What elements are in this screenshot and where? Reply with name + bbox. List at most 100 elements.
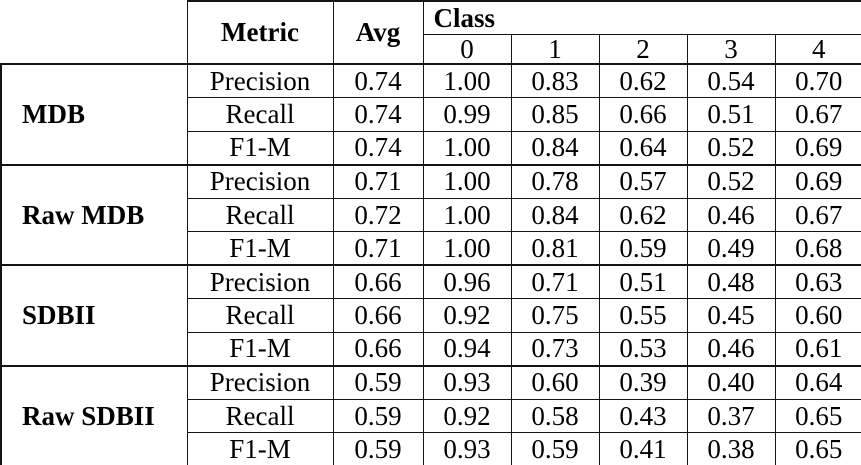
metric-label-cell: F1-M [186, 432, 334, 465]
avg-value-cell: 0.74 [332, 130, 424, 166]
avg-value-cell: 0.71 [332, 231, 424, 266]
class-4-value-cell: 0.65 [774, 432, 861, 465]
class-0-value-cell: 0.93 [422, 432, 512, 465]
class-3-value-cell: 0.46 [686, 331, 776, 367]
class-3-value-cell: 0.46 [686, 197, 776, 232]
class-1-value-cell: 0.73 [510, 331, 600, 367]
metric-label-cell: Precision [186, 164, 334, 199]
group-name-cell: Raw SDBII [0, 365, 188, 465]
class-0-value-cell: 0.96 [422, 264, 512, 299]
class-label-2: 2 [598, 33, 688, 65]
metric-row: F1-M 0.71 1.00 0.81 0.59 0.49 0.68 [1, 231, 861, 266]
metric-column-header: Metric [186, 0, 334, 65]
class-2-value-cell: 0.62 [598, 197, 688, 232]
class-0-value-cell: 1.00 [422, 164, 512, 199]
metric-row: MDB Precision 0.74 1.00 0.83 0.62 0.54 0.70 [0, 63, 861, 166]
class-1-value-cell: 0.59 [510, 432, 600, 465]
avg-value-cell: 0.74 [332, 63, 424, 98]
class-1-value-cell: 0.60 [510, 365, 600, 400]
metric-label-cell: Recall [186, 197, 334, 232]
class-1-value-cell: 0.83 [510, 63, 600, 98]
metric-row: F1-M 0.66 0.94 0.73 0.53 0.46 0.61 [1, 331, 861, 367]
avg-value-cell: 0.71 [332, 164, 424, 199]
metric-row: F1-M 0.59 0.93 0.59 0.41 0.38 0.65 [1, 432, 861, 465]
class-0-value-cell: 1.00 [422, 63, 512, 98]
class-0-value-cell: 0.93 [422, 365, 512, 400]
class-4-value-cell: 0.60 [774, 298, 861, 333]
group-3: Raw SDBII Precision 0.59 0.93 0.60 0.39 0.40 0.… [0, 365, 861, 465]
class-0-value-cell: 0.92 [422, 298, 512, 333]
class-1-value-cell: 0.81 [510, 231, 600, 266]
class-2-value-cell: 0.55 [598, 298, 688, 333]
class-3-value-cell: 0.45 [686, 298, 776, 333]
class-3-value-cell: 0.52 [686, 130, 776, 166]
avg-value-cell: 0.72 [332, 197, 424, 232]
class-2-value-cell: 0.41 [598, 432, 688, 465]
header-row-top: Metric Avg Class [1, 0, 861, 65]
metric-label-cell: F1-M [186, 130, 334, 166]
class-4-value-cell: 0.67 [774, 197, 861, 232]
class-2-value-cell: 0.51 [598, 264, 688, 299]
group-name-cell: MDB [0, 63, 188, 166]
class-1-value-cell: 0.85 [510, 97, 600, 132]
class-4-value-cell: 0.69 [774, 130, 861, 166]
class-2-value-cell: 0.64 [598, 130, 688, 166]
class-0-value-cell: 0.94 [422, 331, 512, 367]
class-0-value-cell: 1.00 [422, 130, 512, 166]
class-2-value-cell: 0.57 [598, 164, 688, 199]
avg-value-cell: 0.59 [332, 432, 424, 465]
corner-cell [1, 1, 188, 65]
class-3-value-cell: 0.51 [686, 97, 776, 132]
class-2-value-cell: 0.53 [598, 331, 688, 367]
metric-label-cell: Recall [186, 298, 334, 333]
metric-label-cell: F1-M [186, 331, 334, 367]
class-1-value-cell: 0.71 [510, 264, 600, 299]
metric-row: Recall 0.59 0.92 0.58 0.43 0.37 0.65 [1, 398, 861, 433]
class-1-value-cell: 0.58 [510, 398, 600, 433]
class-2-value-cell: 0.66 [598, 97, 688, 132]
metric-row: Raw SDBII Precision 0.59 0.93 0.60 0.39 0.40 0.… [0, 365, 861, 465]
class-3-value-cell: 0.40 [686, 365, 776, 400]
class-label-4: 4 [774, 33, 861, 65]
class-label-0: 0 [422, 33, 512, 65]
class-2-value-cell: 0.39 [598, 365, 688, 400]
class-4-value-cell: 0.70 [774, 63, 861, 98]
class-4-value-cell: 0.68 [774, 231, 861, 266]
metric-label-cell: Precision [186, 264, 334, 299]
metric-label-cell: Recall [186, 398, 334, 433]
metric-row: Recall 0.66 0.92 0.75 0.55 0.45 0.60 [1, 298, 861, 333]
avg-value-cell: 0.74 [332, 97, 424, 132]
avg-value-cell: 0.59 [332, 398, 424, 433]
avg-column-header: Avg [332, 0, 424, 65]
group-1: Raw MDB Precision 0.71 1.00 0.78 0.57 0.52 0.69… [0, 164, 861, 266]
metric-label-cell: Precision [186, 365, 334, 400]
metric-row: Raw MDB Precision 0.71 1.00 0.78 0.57 0.52 0.69 [0, 164, 861, 266]
class-4-value-cell: 0.64 [774, 365, 861, 400]
group-0: MDB Precision 0.74 1.00 0.83 0.62 0.54 0.70 Reca… [0, 63, 861, 166]
class-2-value-cell: 0.43 [598, 398, 688, 433]
group-2: SDBII Precision 0.66 0.96 0.71 0.51 0.48 0.63 Re… [0, 264, 861, 367]
class-3-value-cell: 0.49 [686, 231, 776, 266]
class-4-value-cell: 0.69 [774, 164, 861, 199]
class-0-value-cell: 1.00 [422, 197, 512, 232]
class-3-value-cell: 0.52 [686, 164, 776, 199]
metric-label-cell: Recall [186, 97, 334, 132]
class-label-1: 1 [510, 33, 600, 65]
class-0-value-cell: 0.92 [422, 398, 512, 433]
avg-value-cell: 0.66 [332, 298, 424, 333]
metric-row: F1-M 0.74 1.00 0.84 0.64 0.52 0.69 [1, 130, 861, 166]
metric-row: SDBII Precision 0.66 0.96 0.71 0.51 0.48 0.63 [0, 264, 861, 367]
avg-value-cell: 0.66 [332, 331, 424, 367]
metric-label-cell: Precision [186, 63, 334, 98]
class-4-value-cell: 0.65 [774, 398, 861, 433]
class-label-3: 3 [686, 33, 776, 65]
class-group-header: Class [422, 0, 861, 35]
group-name-cell: Raw MDB [0, 164, 188, 266]
class-3-value-cell: 0.48 [686, 264, 776, 299]
avg-value-cell: 0.59 [332, 365, 424, 400]
metric-row: Recall 0.72 1.00 0.84 0.62 0.46 0.67 [1, 197, 861, 232]
class-4-value-cell: 0.61 [774, 331, 861, 367]
